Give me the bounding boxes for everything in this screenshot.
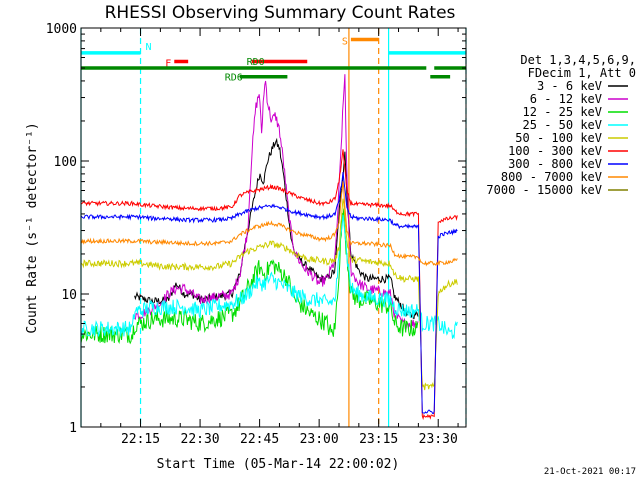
series-line [134, 74, 419, 330]
x-tick-label: 22:30 [181, 432, 220, 447]
legend-entry-label: 100 - 300 keV [508, 144, 602, 158]
y-axis-ticks: 1 10 100 1000 [46, 22, 466, 436]
series-lines [80, 74, 458, 421]
legend-entry-label: 12 - 25 keV [523, 105, 602, 119]
x-tick-label: 22:45 [240, 432, 279, 447]
legend-header: Det 1,3,4,5,6,9, [520, 53, 636, 67]
legend-entry-label: 3 - 6 keV [537, 79, 602, 93]
plot-frame [80, 27, 467, 428]
y-tick-label: 1 [69, 421, 77, 436]
y-tick-label: 1000 [46, 22, 77, 37]
y-axis-label: Count Rate (s⁻¹ detector⁻¹) [25, 122, 40, 333]
state-bar-label: RD0 [247, 57, 265, 68]
x-axis-label: Start Time (05-Mar-14 22:00:02) [157, 457, 400, 472]
state-bars: N F S RD0 RD6 [81, 36, 466, 84]
legend-entry-label: 7000 - 15000 keV [486, 183, 602, 197]
footer-date: 21-Oct-2021 00:17 [544, 467, 636, 477]
y-tick-label: 100 [54, 155, 77, 170]
legend-header: FDecim 1, Att 0 [528, 66, 636, 80]
state-bar-label: RD6 [225, 73, 243, 84]
legend-entry-label: 800 - 7000 keV [501, 170, 602, 184]
series-line [80, 172, 458, 415]
series-line [134, 137, 419, 320]
chart-title: RHESSI Observing Summary Count Rates [105, 3, 456, 23]
series-line [80, 214, 458, 340]
x-tick-label: 23:30 [419, 432, 458, 447]
x-tick-label: 23:00 [300, 432, 339, 447]
series-line [80, 181, 458, 267]
legend-entry-label: 300 - 800 keV [508, 157, 602, 171]
series-line [80, 149, 458, 421]
legend: Det 1,3,4,5,6,9,FDecim 1, Att 03 - 6 keV… [486, 53, 636, 197]
series-line [80, 198, 458, 391]
x-tick-label: 23:15 [359, 432, 398, 447]
legend-entry-label: 6 - 12 keV [530, 92, 602, 106]
state-bar-label: N [146, 42, 152, 53]
state-bar-label: F [165, 58, 171, 69]
legend-entry-label: 25 - 50 keV [523, 118, 602, 132]
series-line [80, 208, 419, 345]
x-axis-ticks: 22:15 22:30 22:45 23:00 23:15 23:30 [80, 28, 459, 447]
state-bar-label: S [342, 36, 348, 47]
legend-entry-label: 50 - 100 keV [515, 131, 602, 145]
y-tick-label: 10 [61, 288, 77, 303]
x-tick-label: 22:15 [121, 432, 160, 447]
